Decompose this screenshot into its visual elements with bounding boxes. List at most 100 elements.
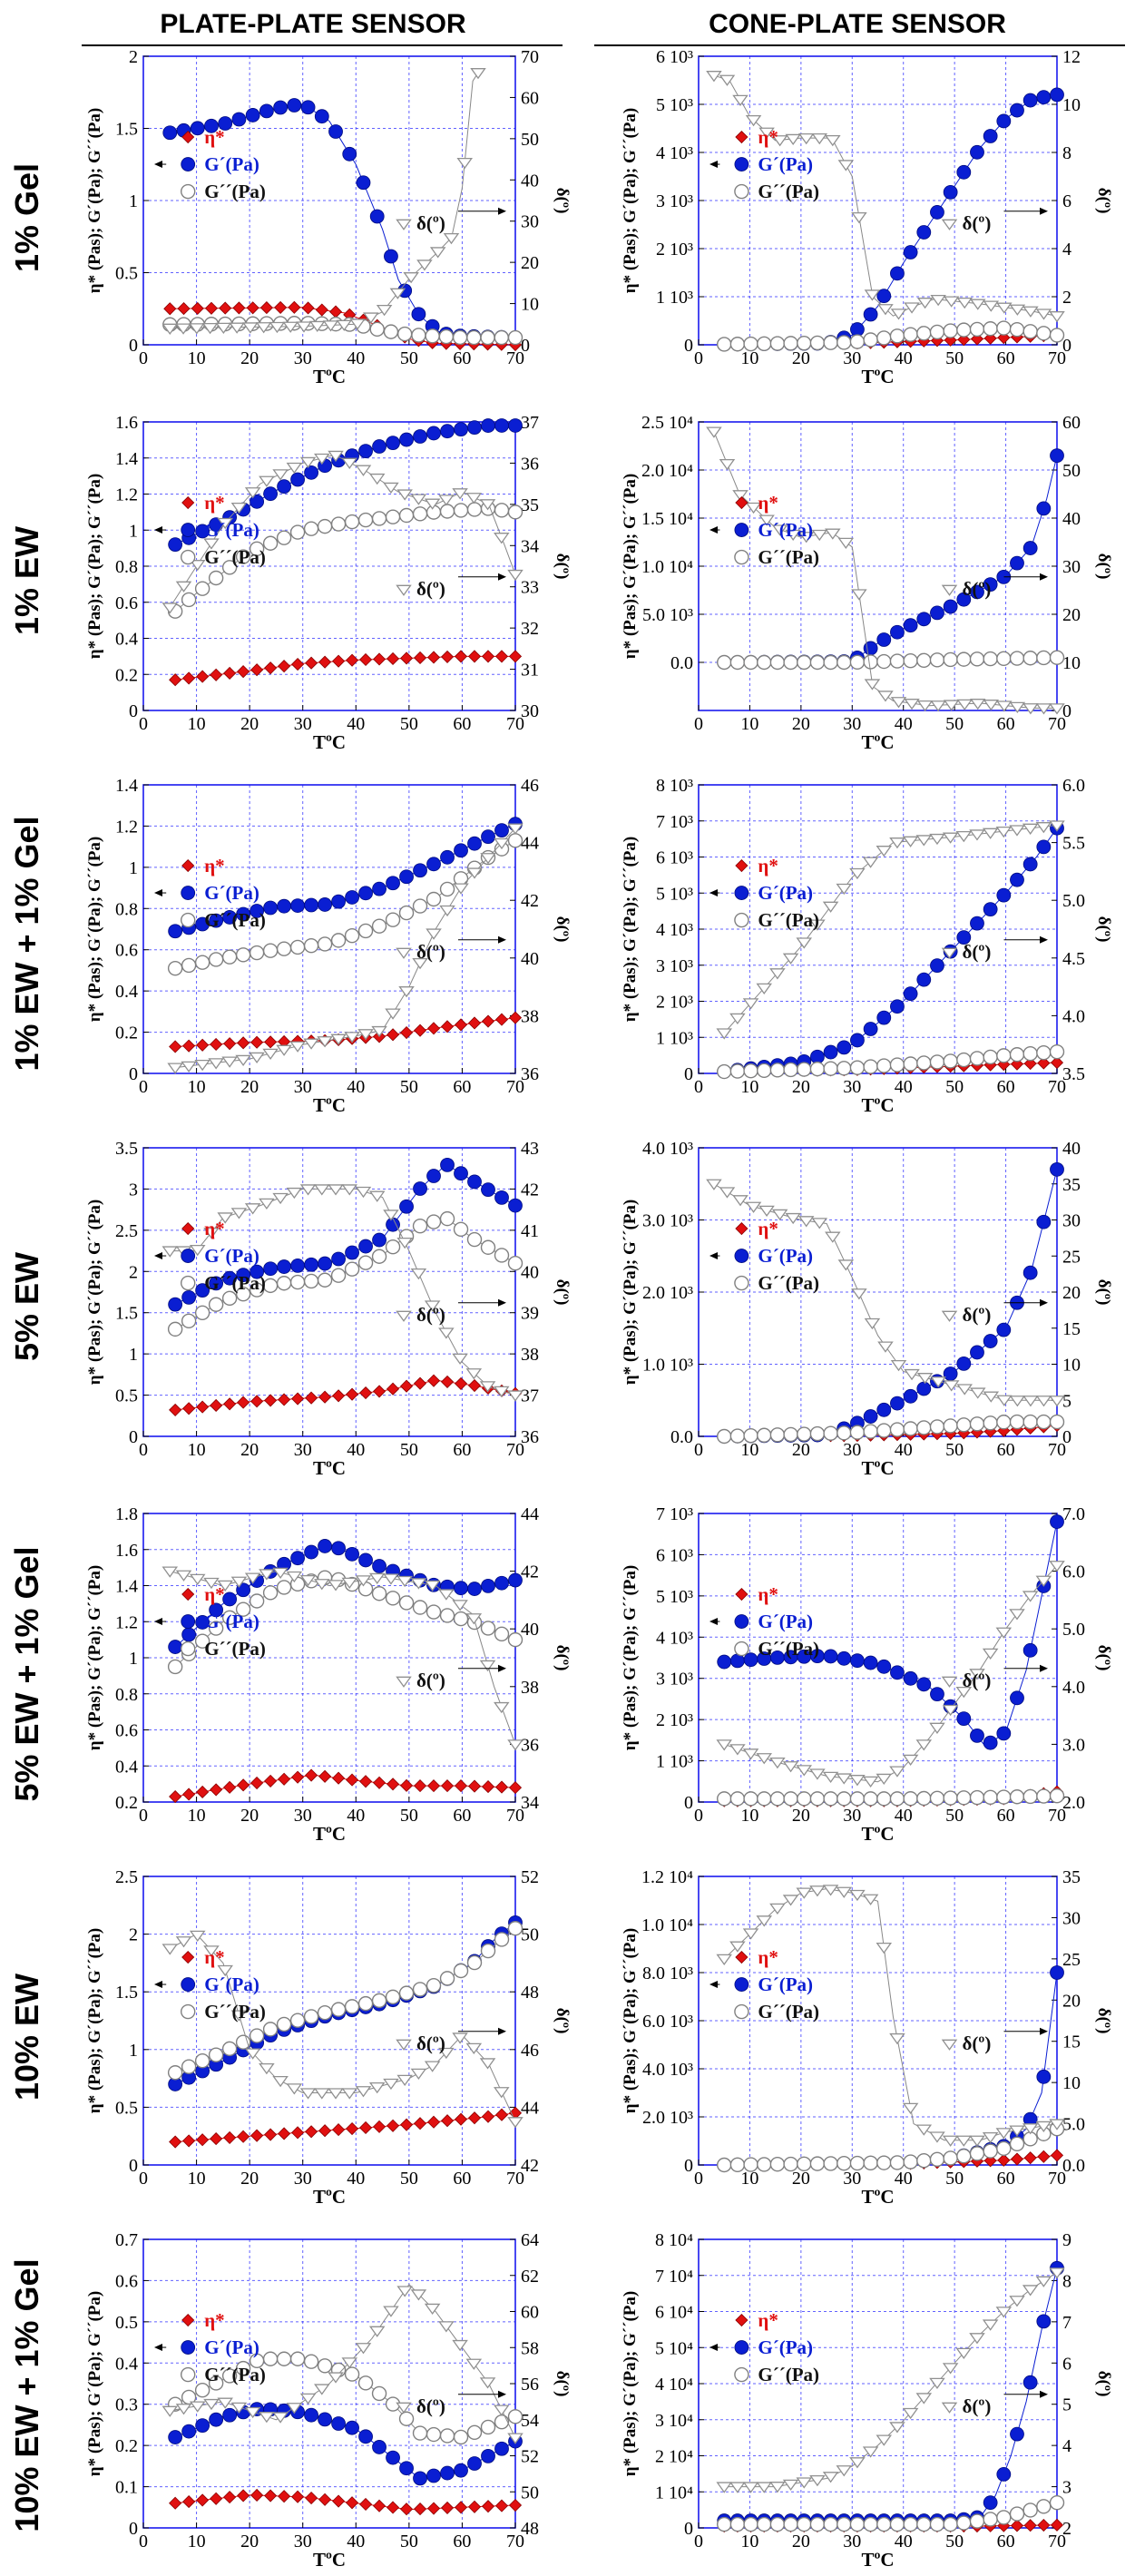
- delta-annotation-label: δ(º): [416, 578, 445, 600]
- data-point-eta: [346, 2121, 359, 2136]
- data-point-g-double-prime: [317, 518, 333, 534]
- legend-marker-g-double-prime: [180, 183, 196, 200]
- data-point-eta: [177, 302, 191, 316]
- delta-annotation-marker: [396, 219, 412, 230]
- data-point-delta: [797, 532, 815, 544]
- data-point-g-double-prime: [369, 321, 385, 338]
- data-point-g-double-prime: [783, 2156, 798, 2172]
- data-point-delta: [410, 2289, 427, 2301]
- legend-marker-g-prime: [734, 1614, 749, 1629]
- data-point-g-prime: [481, 1182, 495, 1198]
- data-point-g-prime: [204, 118, 219, 133]
- x-tick-label: 70: [1048, 1077, 1066, 1097]
- data-point-g-double-prime: [181, 1313, 197, 1329]
- data-point-g-double-prime: [943, 651, 958, 668]
- data-point-g-double-prime: [996, 1048, 1012, 1063]
- data-point-g-double-prime: [289, 2013, 306, 2028]
- data-point-g-double-prime: [317, 1272, 333, 1288]
- data-point-delta: [217, 2397, 233, 2409]
- x-tick-label: 0: [139, 714, 148, 734]
- y-tick-label: 1 10³: [656, 1028, 693, 1048]
- data-point-eta: [346, 653, 359, 667]
- x-tick-label: 50: [400, 2169, 418, 2189]
- data-point-g-double-prime: [181, 957, 197, 974]
- data-point-g-double-prime: [783, 1791, 798, 1807]
- data-point-delta: [396, 2074, 413, 2086]
- data-point-g-prime: [168, 1640, 183, 1654]
- data-point-delta: [299, 456, 317, 469]
- data-point-g-prime: [850, 1653, 865, 1669]
- legend-marker-eta: [735, 1221, 749, 1236]
- data-point-g-prime: [454, 422, 468, 437]
- data-point-eta: [1023, 2519, 1037, 2532]
- data-point-g-prime: [494, 1190, 509, 1205]
- y-axis-label: η* (Pas); G´(Pa); G´´(Pa): [85, 474, 104, 659]
- y-tick-label: 2 10³: [656, 240, 693, 260]
- y-tick-label: 6 10³: [656, 848, 693, 868]
- series-delta: [716, 820, 1065, 1040]
- row-label-1: 1% Gel: [8, 163, 45, 272]
- data-point-delta: [809, 2474, 826, 2487]
- data-point-g-double-prime: [480, 1621, 496, 1636]
- data-point-g-double-prime: [717, 1791, 732, 1807]
- data-point-delta: [849, 1889, 866, 1902]
- x-tick-label: 20: [240, 1806, 259, 1826]
- data-point-delta: [1035, 1575, 1052, 1587]
- data-point-delta: [368, 2326, 386, 2337]
- data-point-delta: [1022, 2123, 1039, 2135]
- data-point-g-double-prime: [221, 1610, 238, 1626]
- y2-tick-label: 3.5: [1062, 1064, 1085, 1084]
- data-point-g-double-prime: [863, 1059, 878, 1074]
- data-point-delta: [929, 2377, 945, 2390]
- y-tick-label: 1 10³: [656, 1752, 693, 1772]
- data-point-eta: [237, 1036, 250, 1050]
- data-point-g-prime: [331, 894, 346, 909]
- data-point-delta: [479, 2377, 496, 2389]
- data-point-eta: [291, 658, 305, 671]
- y2-tick-label: 58: [521, 2338, 539, 2358]
- legend-label-g-double-prime: G´´(Pa): [758, 546, 819, 568]
- y2-tick-label: 2: [1062, 288, 1071, 308]
- data-point-g-prime: [413, 2471, 427, 2486]
- data-point-delta: [769, 2482, 786, 2493]
- x-axis-label: TºC: [313, 731, 346, 753]
- data-point-delta: [904, 699, 920, 710]
- x-axis-label: TºC: [313, 2186, 346, 2208]
- y2-tick-label: 35: [1062, 1867, 1081, 1887]
- data-point-delta: [230, 1576, 248, 1588]
- data-point-g-double-prime: [167, 1321, 183, 1337]
- y2-tick-label: 7.0: [1062, 1504, 1085, 1524]
- data-point-g-prime: [195, 524, 210, 539]
- y2-tick-label: 30: [1062, 557, 1081, 577]
- delta-arrow-right-head: [498, 935, 506, 944]
- y-tick-label: 0: [129, 2156, 138, 2176]
- data-point-delta: [376, 304, 393, 317]
- x-axis-label: TºC: [313, 1823, 346, 1845]
- y2-tick-label: 42: [521, 2156, 539, 2176]
- data-point-g-double-prime: [889, 328, 905, 344]
- data-point-delta: [995, 1627, 1013, 1639]
- data-point-g-double-prime: [494, 1626, 510, 1641]
- data-point-delta: [1049, 820, 1065, 832]
- y2-tick-label: 10: [1062, 95, 1081, 115]
- data-point-delta: [308, 320, 326, 333]
- data-point-eta: [237, 1396, 250, 1409]
- x-tick-label: 60: [997, 348, 1015, 368]
- data-point-eta: [426, 2502, 441, 2515]
- x-tick-label: 30: [294, 1440, 312, 1460]
- delta-annotation: δ(º): [396, 2027, 506, 2054]
- data-point-g-prime: [426, 857, 441, 872]
- data-point-g-double-prime: [903, 1791, 918, 1807]
- legend-arrow-left-head: [709, 161, 718, 169]
- data-point-delta: [259, 1198, 275, 1210]
- data-point-delta: [314, 2384, 330, 2395]
- y2-tick-label: 37: [521, 413, 539, 433]
- data-point-delta: [438, 2047, 455, 2060]
- data-point-g-prime: [1022, 1642, 1038, 1658]
- x-tick-label: 30: [843, 2169, 861, 2189]
- data-point-g-prime: [956, 592, 972, 607]
- data-point-delta: [494, 533, 510, 544]
- data-point-delta: [809, 919, 826, 931]
- data-point-delta: [424, 498, 441, 510]
- data-point-delta: [1049, 1396, 1065, 1407]
